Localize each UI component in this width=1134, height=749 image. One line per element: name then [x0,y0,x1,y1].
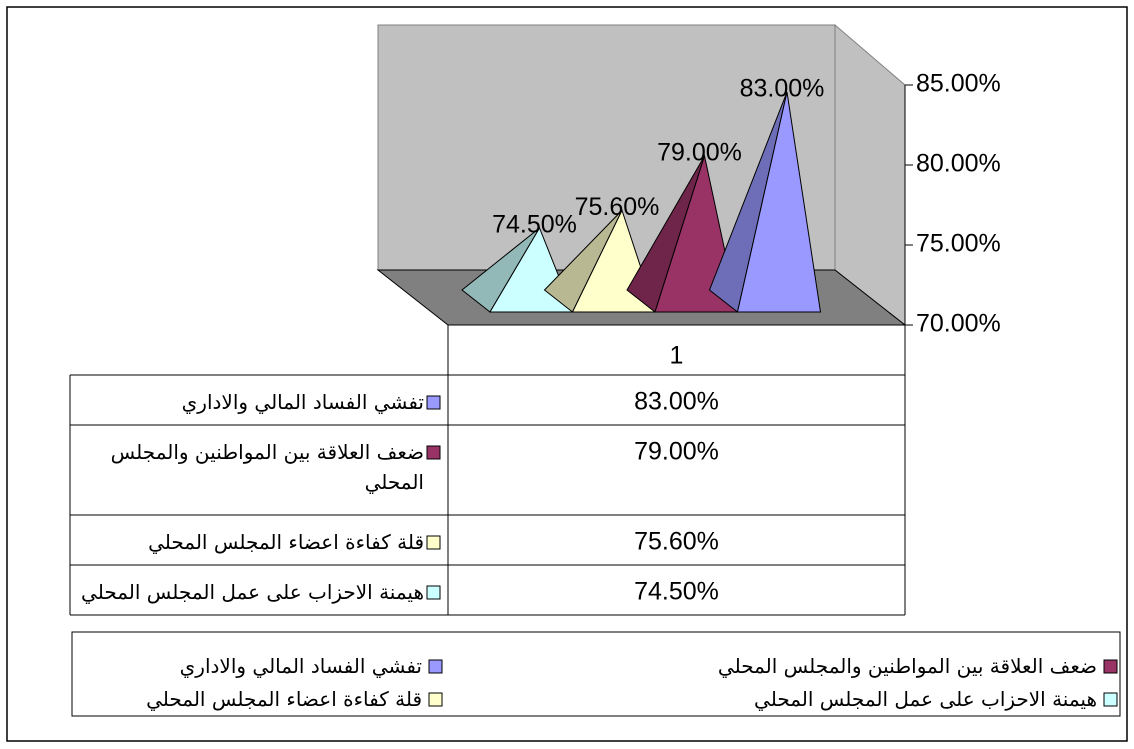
table-value: 75.60% [634,528,719,556]
legend-label: قلة كفاءة اعضاء المجلس المحلي [146,687,422,711]
table-legend-key [426,395,441,410]
table-value: 74.50% [634,578,719,606]
table-value: 83.00% [634,388,719,416]
legend-key [1103,692,1118,707]
y-tick-label: 75.00% [916,230,1001,258]
legend-key [428,659,443,674]
table-row-label: ضعف العلاقة بين المواطنين والمجلس المحلي [110,440,424,494]
data-label: 74.50% [492,211,577,239]
legend-box [71,631,1121,717]
data-label: 79.00% [657,139,742,167]
legend-label: ضعف العلاقة بين المواطنين والمجلس المحلي [717,654,1097,678]
y-tick-label: 80.00% [916,150,1001,178]
y-tick-label: 70.00% [916,310,1001,338]
data-label: 83.00% [740,75,825,103]
table-row-label: قلة كفاءة اعضاء المجلس المحلي [148,530,424,554]
table-row-label: تفشي الفساد المالي والاداري [181,390,424,414]
data-label: 75.60% [575,193,660,221]
table-value: 79.00% [634,438,719,466]
pyramid [736,91,822,313]
table-legend-key [426,585,441,600]
legend-key [1103,659,1118,674]
legend-label: تفشي الفساد المالي والاداري [179,654,422,678]
y-tick-label: 85.00% [916,70,1001,98]
legend-key [428,692,443,707]
table-row-label: هيمنة الاحزاب على عمل المجلس المحلي [81,580,424,604]
table-legend-key [426,535,441,550]
category-label: 1 [670,342,684,370]
legend-label: هيمنة الاحزاب على عمل المجلس المحلي [754,687,1097,711]
table-legend-key [426,445,441,460]
